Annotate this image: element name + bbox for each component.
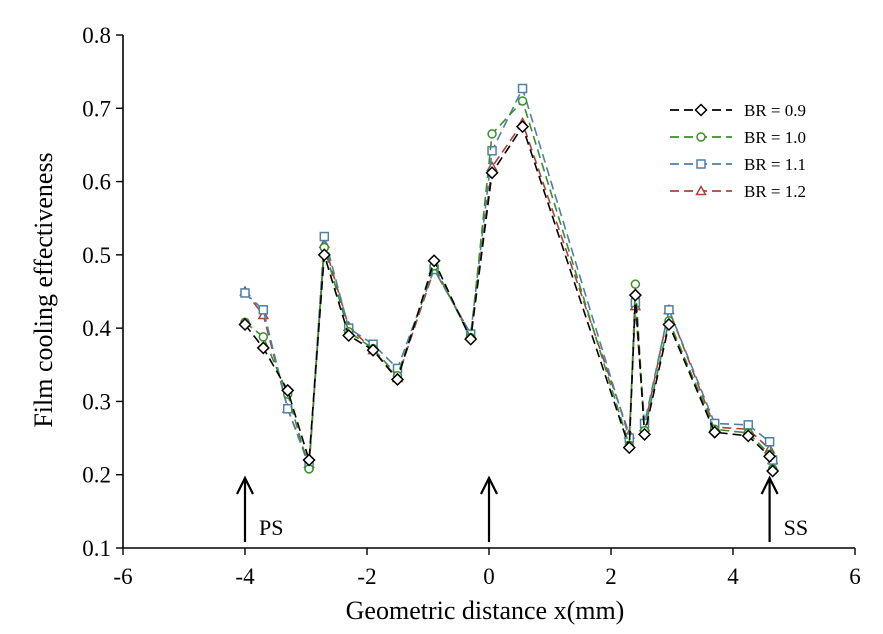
annotation-label: PS xyxy=(259,515,283,540)
annotations: PS SS xyxy=(236,475,808,542)
legend-item: BR = 0.9 xyxy=(670,101,806,120)
data-point xyxy=(281,383,295,397)
legend-item: BR = 1.0 xyxy=(670,128,806,147)
y-tick-label: 0.7 xyxy=(82,96,111,121)
x-tick-label: -6 xyxy=(113,564,132,589)
data-point xyxy=(238,317,252,332)
data-point xyxy=(637,427,652,441)
series-line xyxy=(244,99,774,470)
x-tick-label: 0 xyxy=(483,564,495,589)
data-point xyxy=(515,120,530,134)
y-tick-label: 0.1 xyxy=(82,536,111,561)
x-tick-label: 4 xyxy=(727,564,739,589)
data-point xyxy=(319,231,330,242)
data-point xyxy=(763,449,777,463)
series-line xyxy=(244,86,774,467)
data-point xyxy=(427,254,441,268)
data-point xyxy=(487,129,497,139)
data-point xyxy=(258,305,269,315)
arrow-head xyxy=(236,475,254,495)
data-point xyxy=(282,404,293,414)
data-point xyxy=(630,279,641,289)
x-axis-label: Geometric distance x(mm) xyxy=(346,596,625,625)
legend-marker xyxy=(694,103,708,117)
x-tick-label: 2 xyxy=(605,564,617,589)
data-point xyxy=(256,341,270,355)
data-point xyxy=(464,332,478,346)
series-line xyxy=(244,121,774,465)
annotation-label: SS xyxy=(784,515,808,540)
legend-label: BR = 1.2 xyxy=(744,182,806,201)
legend-item: BR = 1.2 xyxy=(670,182,806,201)
y-tick-label: 0.5 xyxy=(82,243,111,268)
x-tick-label: 6 xyxy=(849,564,861,589)
data-point xyxy=(487,146,497,156)
data-point xyxy=(741,429,755,443)
legend-label: BR = 0.9 xyxy=(744,101,806,120)
x-tick-label: -2 xyxy=(357,564,376,589)
axes: -6 -4 -2 0 2 4 6 0.1 0.2 0.3 0.4 0.5 0.6 0.7 0.8 xyxy=(82,23,861,589)
data-point xyxy=(240,288,250,298)
y-tick-label: 0.4 xyxy=(82,316,111,341)
data-point xyxy=(628,288,642,302)
y-tick-label: 0.2 xyxy=(82,463,111,488)
data-point xyxy=(258,332,269,342)
data-point xyxy=(708,425,722,439)
data-point xyxy=(390,372,405,387)
y-tick-label: 0.8 xyxy=(82,23,111,48)
series-group xyxy=(238,83,780,478)
legend: BR = 0.9 BR = 1.0 BR = 1.1 BR = 1.2 xyxy=(670,101,806,201)
y-tick-label: 0.6 xyxy=(82,170,111,195)
y-tick-label: 0.3 xyxy=(82,389,111,414)
legend-label: BR = 1.1 xyxy=(744,155,806,174)
legend-label: BR = 1.0 xyxy=(744,128,806,147)
legend-marker xyxy=(696,159,706,169)
data-point xyxy=(622,441,636,455)
data-point xyxy=(366,343,380,357)
data-point xyxy=(317,248,331,262)
data-point xyxy=(342,328,356,343)
data-point xyxy=(485,166,499,180)
data-point xyxy=(664,305,674,315)
data-point xyxy=(662,317,676,332)
data-point xyxy=(766,464,780,478)
data-point xyxy=(764,436,775,447)
legend-marker xyxy=(695,184,707,196)
legend-item: BR = 1.1 xyxy=(670,155,806,174)
y-axis-label: Film cooling effectiveness xyxy=(29,152,58,427)
data-point xyxy=(302,453,316,467)
x-tick-label: -4 xyxy=(235,564,255,589)
legend-marker xyxy=(696,132,706,142)
data-point xyxy=(517,83,528,94)
data-point xyxy=(517,96,528,106)
series-1 xyxy=(238,120,780,478)
arrow-head xyxy=(760,475,779,495)
series-line xyxy=(244,124,774,472)
data-point xyxy=(743,420,753,430)
arrow-head xyxy=(480,475,498,495)
